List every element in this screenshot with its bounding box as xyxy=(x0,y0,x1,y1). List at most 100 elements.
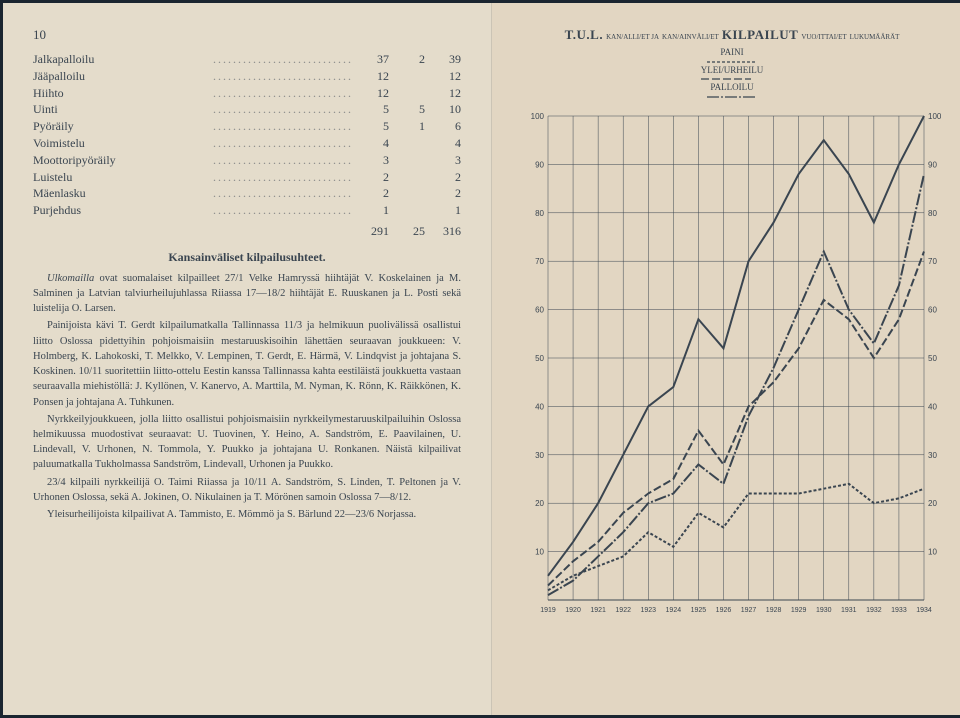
leader-dots: ............................ xyxy=(213,101,353,118)
svg-text:70: 70 xyxy=(928,257,937,266)
sports-table: Jalkapalloilu...........................… xyxy=(33,51,461,240)
table-row: Purjehdus............................11 xyxy=(33,202,461,219)
sport-name: Jalkapalloilu xyxy=(33,51,213,68)
body-paragraph: Yleisurheilijoista kilpailivat A. Tammis… xyxy=(33,507,461,522)
col2: 2 xyxy=(389,51,425,68)
col1: 3 xyxy=(353,152,389,169)
svg-text:20: 20 xyxy=(535,499,544,508)
svg-text:80: 80 xyxy=(928,209,937,218)
svg-text:1934: 1934 xyxy=(916,607,932,614)
svg-text:1925: 1925 xyxy=(691,607,707,614)
leader-dots: ............................ xyxy=(213,152,353,169)
col3: 12 xyxy=(425,85,461,102)
svg-text:10: 10 xyxy=(535,548,544,557)
col2: 5 xyxy=(389,101,425,118)
col2 xyxy=(389,68,425,85)
section-heading: Kansainväliset kilpailusuhteet. xyxy=(33,250,461,265)
svg-text:1924: 1924 xyxy=(666,607,682,614)
table-row: Pyöräily............................516 xyxy=(33,118,461,135)
svg-text:100: 100 xyxy=(531,112,545,121)
leader-dots: ............................ xyxy=(213,51,353,68)
chart-title: T.U.L. KAN/ALLI/ET JA KAN/AINVÄLI/ET KIL… xyxy=(522,27,942,43)
svg-text:20: 20 xyxy=(928,499,937,508)
table-row: Hiihto............................1212 xyxy=(33,85,461,102)
svg-text:1922: 1922 xyxy=(615,607,631,614)
svg-text:80: 80 xyxy=(535,209,544,218)
title-sub1: KAN/ALLI/ET JA xyxy=(606,33,659,41)
col2 xyxy=(389,135,425,152)
sport-name: Mäenlasku xyxy=(33,185,213,202)
sport-name: Pyöräily xyxy=(33,118,213,135)
col3: 12 xyxy=(425,68,461,85)
svg-text:1933: 1933 xyxy=(891,607,907,614)
col1: 2 xyxy=(353,185,389,202)
svg-text:1930: 1930 xyxy=(816,607,832,614)
col1: 12 xyxy=(353,85,389,102)
svg-text:1927: 1927 xyxy=(741,607,757,614)
svg-text:1932: 1932 xyxy=(866,607,882,614)
leader-dots: ............................ xyxy=(213,202,353,219)
svg-text:1928: 1928 xyxy=(766,607,782,614)
col1: 12 xyxy=(353,68,389,85)
leader-dots: ............................ xyxy=(213,118,353,135)
table-row: Jääpalloilu............................1… xyxy=(33,68,461,85)
body-paragraph: 23/4 kilpaili nyrkkeilijä O. Taimi Riias… xyxy=(33,475,461,505)
svg-text:70: 70 xyxy=(535,257,544,266)
svg-text:40: 40 xyxy=(928,402,937,411)
leader-dots: ............................ xyxy=(213,169,353,186)
col1: 5 xyxy=(353,101,389,118)
svg-text:1920: 1920 xyxy=(565,607,581,614)
table-row: Jalkapalloilu...........................… xyxy=(33,51,461,68)
sport-name: Voimistelu xyxy=(33,135,213,152)
chart-legend: PAINI YLEI/URHEILU PALLOILU xyxy=(522,47,942,100)
body-paragraph: Ulkomailla ovat suomalaiset kilpailleet … xyxy=(33,271,461,317)
svg-text:30: 30 xyxy=(535,451,544,460)
line-chart: 1010202030304040505060607070808090901001… xyxy=(522,106,942,626)
svg-text:10: 10 xyxy=(928,548,937,557)
table-row: Voimistelu............................44 xyxy=(33,135,461,152)
col3: 10 xyxy=(425,101,461,118)
book-spread: 10 Jalkapalloilu........................… xyxy=(0,0,960,718)
leader-dots: ............................ xyxy=(213,185,353,202)
col2 xyxy=(389,185,425,202)
sport-name: Hiihto xyxy=(33,85,213,102)
chart-area: 1010202030304040505060607070808090901001… xyxy=(522,106,942,626)
title-sub3: VUO/ITTAI/ET xyxy=(801,33,846,41)
svg-text:1931: 1931 xyxy=(841,607,857,614)
col3: 2 xyxy=(425,185,461,202)
svg-text:30: 30 xyxy=(928,451,937,460)
col3: 3 xyxy=(425,152,461,169)
svg-text:100: 100 xyxy=(928,112,942,121)
title-main: KILPAILUT xyxy=(722,27,799,42)
table-row: Moottoripyöräily........................… xyxy=(33,152,461,169)
svg-text:1923: 1923 xyxy=(640,607,656,614)
svg-text:50: 50 xyxy=(535,354,544,363)
body-paragraph: Painijoista kävi T. Gerdt kilpailumatkal… xyxy=(33,318,461,409)
svg-text:60: 60 xyxy=(928,306,937,315)
total2: 25 xyxy=(389,223,425,240)
table-row: Uinti............................5510 xyxy=(33,101,461,118)
svg-text:1926: 1926 xyxy=(716,607,732,614)
col2 xyxy=(389,152,425,169)
total-row: 29125316 xyxy=(33,223,461,240)
table-row: Luistelu............................22 xyxy=(33,169,461,186)
svg-text:1921: 1921 xyxy=(590,607,606,614)
col2 xyxy=(389,85,425,102)
col2 xyxy=(389,202,425,219)
leader-dots: ............................ xyxy=(213,68,353,85)
svg-text:50: 50 xyxy=(928,354,937,363)
title-sub4: LUKUMÄÄRÄT xyxy=(850,33,900,41)
col3: 1 xyxy=(425,202,461,219)
total1: 291 xyxy=(353,223,389,240)
svg-text:90: 90 xyxy=(928,160,937,169)
legend-item: YLEI/URHEILU xyxy=(701,65,764,83)
left-page: 10 Jalkapalloilu........................… xyxy=(3,3,492,715)
svg-text:60: 60 xyxy=(535,306,544,315)
sport-name: Moottoripyöräily xyxy=(33,152,213,169)
svg-text:1929: 1929 xyxy=(791,607,807,614)
col3: 6 xyxy=(425,118,461,135)
legend-item: PAINI xyxy=(707,47,757,65)
col3: 2 xyxy=(425,169,461,186)
col1: 37 xyxy=(353,51,389,68)
sport-name: Jääpalloilu xyxy=(33,68,213,85)
